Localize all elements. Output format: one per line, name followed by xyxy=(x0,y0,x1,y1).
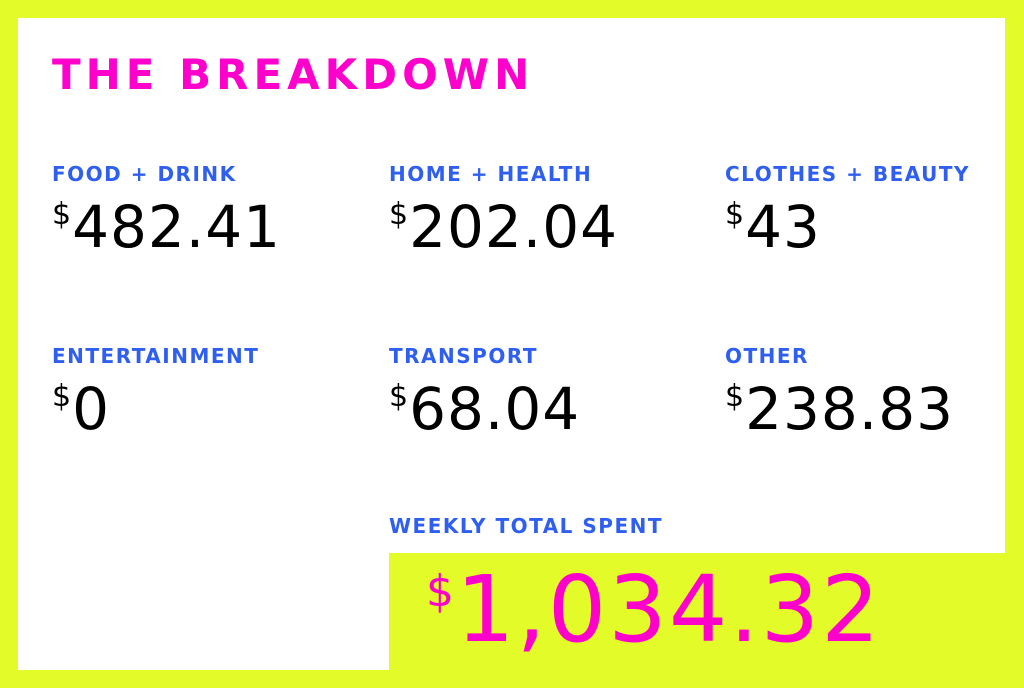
category-label: TRANSPORT xyxy=(389,344,538,368)
category-amount: $482.41 xyxy=(52,198,281,256)
category-clothes-beauty: CLOTHES + BEAUTY $43 xyxy=(725,164,970,256)
amount-value: 68.04 xyxy=(409,375,581,443)
amount-value: 43 xyxy=(745,193,821,261)
currency-symbol: $ xyxy=(725,379,746,414)
amount-value: 238.83 xyxy=(745,375,955,443)
category-amount: $0 xyxy=(52,380,259,438)
currency-symbol: $ xyxy=(52,379,73,414)
currency-symbol: $ xyxy=(389,197,410,232)
currency-symbol: $ xyxy=(389,379,410,414)
currency-symbol: $ xyxy=(426,566,456,617)
category-amount: $43 xyxy=(725,198,970,256)
category-amount: $68.04 xyxy=(389,380,580,438)
category-label: CLOTHES + BEAUTY xyxy=(725,162,970,186)
category-entertainment: ENTERTAINMENT $0 xyxy=(52,346,259,438)
total-value: 1,034.32 xyxy=(456,556,882,663)
amount-value: 0 xyxy=(72,375,110,443)
category-label: ENTERTAINMENT xyxy=(52,344,260,368)
currency-symbol: $ xyxy=(52,197,73,232)
category-amount: $238.83 xyxy=(725,380,954,438)
category-food-drink: FOOD + DRINK $482.41 xyxy=(52,164,281,256)
total-highlight-block xyxy=(389,553,1024,688)
category-label: HOME + HEALTH xyxy=(389,162,593,186)
amount-value: 482.41 xyxy=(72,193,282,261)
category-label: OTHER xyxy=(725,344,809,368)
amount-value: 202.04 xyxy=(409,193,619,261)
page-title: THE BREAKDOWN xyxy=(52,50,535,99)
category-other: OTHER $238.83 xyxy=(725,346,954,438)
total-label: WEEKLY TOTAL SPENT xyxy=(389,514,663,538)
category-transport: TRANSPORT $68.04 xyxy=(389,346,580,438)
category-label: FOOD + DRINK xyxy=(52,162,237,186)
category-amount: $202.04 xyxy=(389,198,618,256)
category-home-health: HOME + HEALTH $202.04 xyxy=(389,164,618,256)
currency-symbol: $ xyxy=(725,197,746,232)
total-amount: $1,034.32 xyxy=(426,564,882,656)
